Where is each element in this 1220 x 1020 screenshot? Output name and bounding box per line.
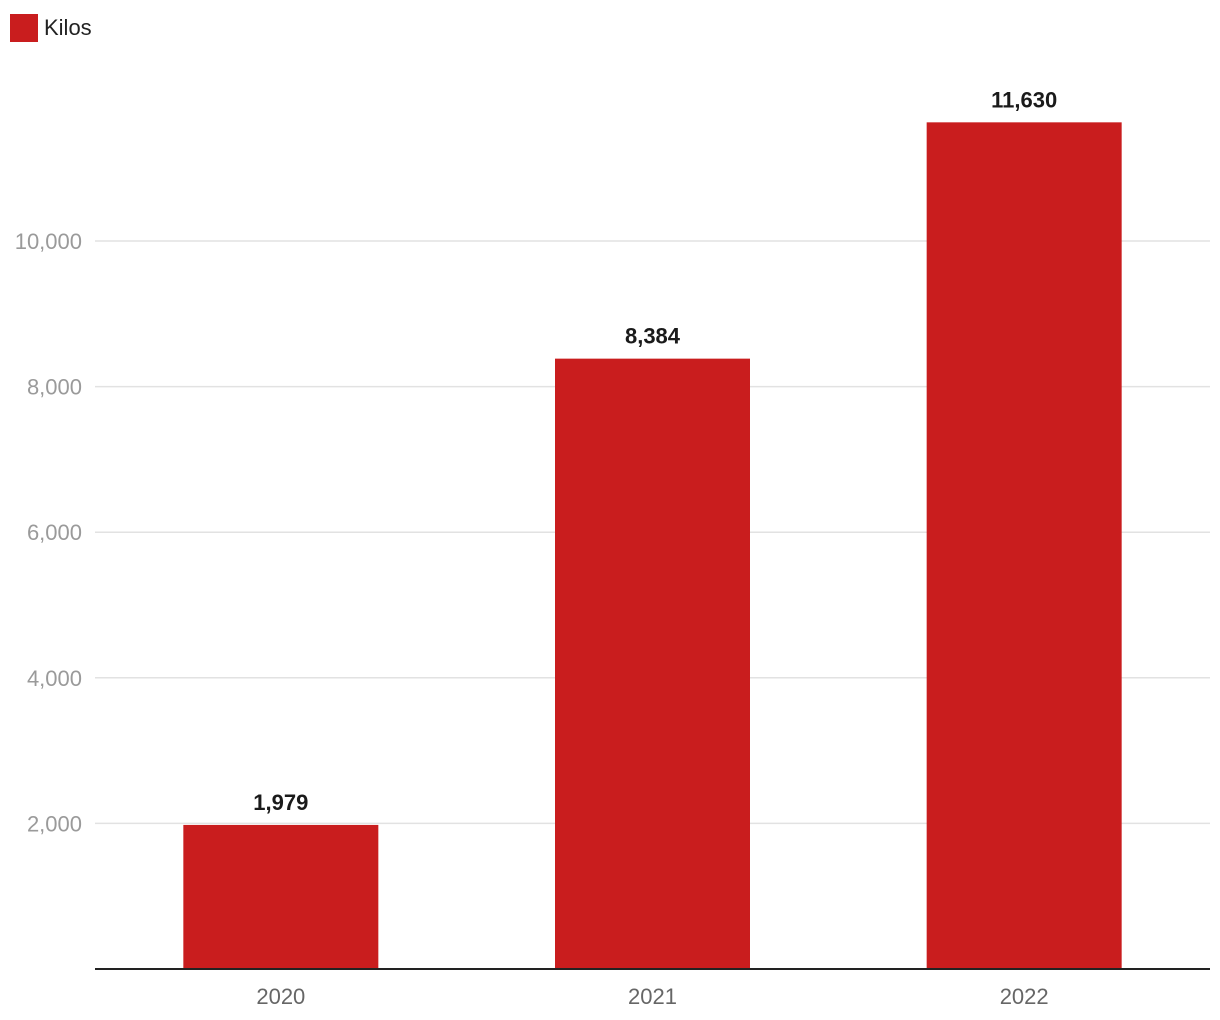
bar-2020 [183,824,379,969]
bar-2022 [926,122,1122,969]
labels: 2,000 4,000 6,000 8,000 10,000 1,979 2020 8,384… [15,87,1210,1009]
y-tick-label: 4,000 [27,666,82,691]
data-label: 8,384 [625,324,681,349]
y-tick-label: 8,000 [27,375,82,400]
legend-swatch [10,14,38,42]
y-tick-label: 10,000 [15,229,82,254]
bar-2021 [555,358,750,970]
legend: Kilos [10,14,92,42]
y-tick-label: 2,000 [27,811,82,836]
legend-label: Kilos [44,15,92,40]
data-label: 11,630 [991,87,1057,112]
y-tick-label: 6,000 [27,520,82,545]
data-label: 1,979 [253,790,308,815]
bars [183,122,1122,970]
x-tick-label: 2020 [256,984,305,1009]
x-tick-label: 2022 [1000,984,1049,1009]
x-tick-label: 2021 [628,984,677,1009]
